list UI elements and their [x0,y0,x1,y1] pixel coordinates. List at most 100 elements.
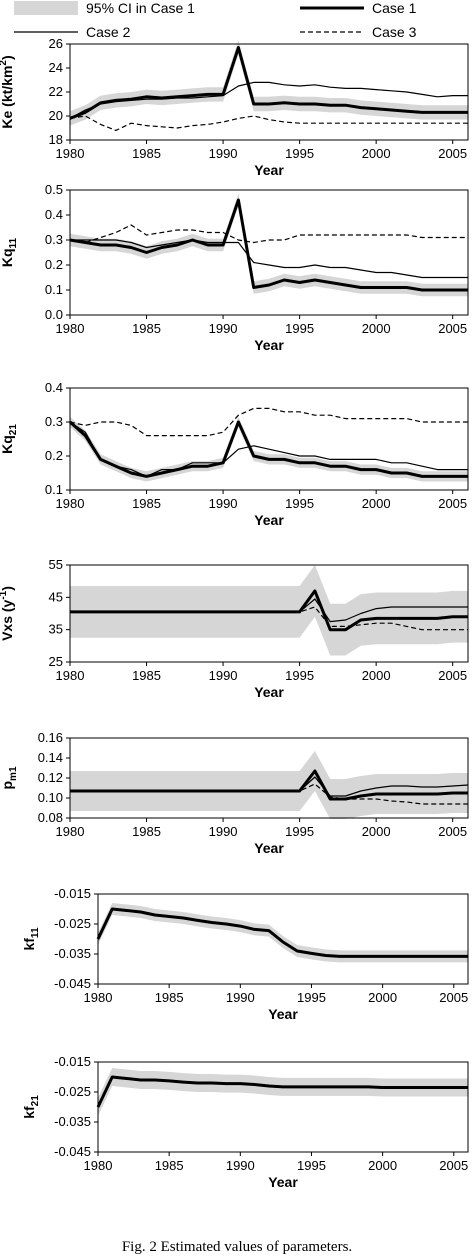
legend-case1-label: Case 1 [372,0,417,16]
x-axis-label: Year [254,840,284,856]
y-axis-label-main: kf [21,938,37,951]
y-tick-label: -0.015 [54,886,91,901]
ci-band [70,751,468,819]
y-tick-label: 0.4 [45,207,63,222]
y-axis-label: kf11 [21,927,41,950]
y-tick-label: 24 [49,60,63,75]
series-case1-line [69,420,468,478]
x-tick-label: 2005 [438,496,467,511]
x-tick-label: 1990 [226,1158,255,1173]
x-tick-label: 2000 [368,990,397,1005]
x-tick-label: 1995 [285,496,314,511]
ci-band [70,193,468,297]
series-case1-line [70,589,468,632]
x-tick-label: 2000 [362,321,391,336]
x-tick-label: 1980 [56,321,85,336]
y-tick-label: 18 [49,132,63,147]
y-axis-label-main: Kq [0,248,15,267]
x-tick-label: 1980 [56,496,85,511]
y-axis-label-main: p [0,781,15,790]
x-axis-label: Year [254,512,284,528]
series-case1-line [69,198,468,292]
y-axis-label: Kq11 [0,237,19,267]
x-tick-label: 1985 [155,1158,184,1173]
y-tick-label: 0.3 [45,414,63,429]
y-tick-label: 0.12 [38,770,63,785]
series-case1-line [96,907,468,958]
y-axis-label: kf21 [21,1095,41,1119]
series-case3-line [69,224,468,244]
plot-frame [69,387,469,491]
x-tick-label: 1990 [209,146,238,161]
series-case3-line [70,783,468,805]
ci-band [70,40,468,126]
plot-frame [69,564,469,663]
y-axis-label-end: ) [0,55,15,60]
x-tick-label: 1995 [285,146,314,161]
x-tick-label: 1985 [155,990,184,1005]
ci-band [98,1068,468,1116]
y-axis-label: pm1 [0,766,19,789]
y-axis-label-unit: (kt/km [0,66,15,111]
x-tick-label: 1980 [56,146,85,161]
y-axis-label: Vxs (y-1) [0,586,15,641]
series-case1-line [96,1075,468,1108]
x-tick-label: 2000 [362,496,391,511]
x-tick-label: 2000 [362,824,391,839]
y-tick-label: 25 [49,654,63,669]
x-tick-label: 2005 [438,146,467,161]
y-tick-label: 45 [49,589,63,604]
x-tick-label: 1995 [285,824,314,839]
y-axis-label-sub: 21 [30,1095,41,1107]
x-tick-label: 2005 [439,990,468,1005]
x-axis-label: Year [268,1006,298,1022]
x-tick-label: 1995 [285,321,314,336]
x-tick-label: 1995 [297,990,326,1005]
y-tick-label: 0.5 [45,182,63,197]
y-axis-label-sub: 11 [8,237,19,248]
y-tick-label: 0.4 [45,380,63,395]
series-case1-line [70,769,468,801]
y-axis-label-sup: -1 [0,590,9,599]
y-axis-label: Ke (kt/km2) [0,55,15,128]
ci-band [70,416,468,482]
x-tick-label: 1995 [285,668,314,683]
x-tick-label: 1985 [132,321,161,336]
y-axis-label-end: ) [0,586,15,591]
x-tick-label: 1980 [84,990,113,1005]
panel-3: 0.1 0.2 0.3 0.4 1980 1985 1990 1995 2000 2005 Year… [0,380,469,528]
x-tick-label: 1990 [209,824,238,839]
x-tick-label: 1980 [56,668,85,683]
panel-4: 25 35 45 55 1980 1985 1990 1995 2000 2005 Year Vxs … [0,557,469,700]
x-tick-label: 1990 [226,990,255,1005]
y-tick-label: 35 [49,622,63,637]
y-tick-label: 0.10 [38,790,63,805]
series-case2-line [69,81,468,119]
legend: 95% CI in Case 1 Case 1 Case 2 Case 3 [14,0,417,40]
y-tick-label: 22 [49,84,63,99]
y-tick-label: 0.14 [38,750,63,765]
y-axis-label-sub: 21 [8,424,19,436]
x-tick-label: 1985 [132,146,161,161]
x-tick-label: 1995 [297,1158,326,1173]
legend-ci-swatch [14,1,78,15]
figure-caption: Fig. 2 Estimated values of parameters. [122,1239,352,1255]
x-axis-label: Year [268,1174,298,1190]
y-tick-label: -0.025 [54,916,91,931]
x-tick-label: 1985 [132,824,161,839]
y-tick-label: -0.015 [54,1054,91,1069]
legend-ci-label: 95% CI in Case 1 [86,0,195,16]
series-case3-line [69,407,468,437]
y-tick-label: 0.2 [45,257,63,272]
y-tick-label: -0.035 [54,946,91,961]
series-case2-line [70,598,468,623]
x-tick-label: 1985 [132,496,161,511]
y-tick-label: 20 [49,108,63,123]
y-axis-label: Kq21 [0,424,19,454]
panels: 18 20 22 24 26 1980 1985 1990 1995 2000 2005 Year Ke… [0,36,469,1190]
y-tick-label: 0.0 [45,307,63,322]
y-axis-label-sup: 2 [0,60,9,66]
x-tick-label: 2000 [362,668,391,683]
y-axis-label-main: Kq [0,435,15,454]
